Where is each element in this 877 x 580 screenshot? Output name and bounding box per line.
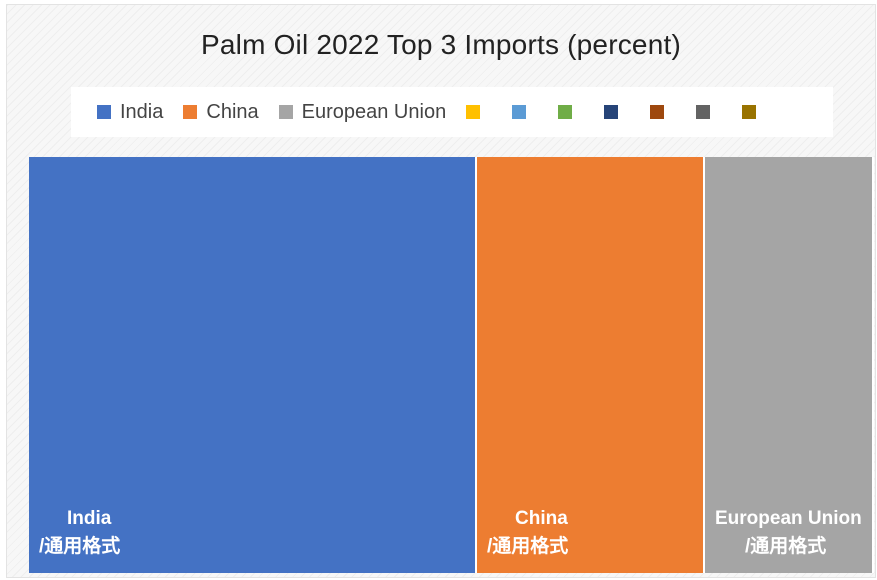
legend-item: India — [97, 101, 163, 124]
treemap-tile: European Union/通用格式 — [705, 157, 874, 573]
legend-item: European Union — [278, 100, 447, 124]
legend-swatch — [512, 105, 527, 119]
legend-swatch — [696, 105, 711, 119]
legend-label: India — [120, 100, 164, 123]
legend-swatch — [650, 105, 665, 119]
legend-swatch — [97, 105, 111, 119]
legend-item — [604, 105, 619, 119]
legend-item — [696, 105, 711, 119]
tile-value-label: /通用格式 — [745, 536, 827, 557]
legend-item — [558, 105, 573, 119]
legend-swatch — [604, 105, 619, 119]
chart-title: Palm Oil 2022 Top 3 Imports (percent) — [201, 29, 681, 60]
legend-swatch — [558, 105, 573, 119]
legend-swatch — [278, 105, 293, 119]
tile-category-label: China — [515, 508, 568, 529]
legend-swatch — [183, 105, 198, 119]
chart-legend: India China European Union — [71, 87, 833, 137]
legend-item: China — [183, 100, 259, 124]
treemap-tile: China/通用格式 — [477, 157, 705, 573]
tile-value-label: /通用格式 — [39, 536, 121, 557]
tile-data-label: India/通用格式 — [29, 505, 475, 561]
legend-item — [466, 105, 481, 119]
legend-label: European Union — [301, 100, 447, 123]
treemap-tiles: India/通用格式 China/通用格式 European Union/通用格式 — [7, 5, 875, 577]
tile-data-label: China/通用格式 — [477, 505, 703, 561]
legend-item — [742, 105, 757, 119]
tile-data-label: European Union/通用格式 — [705, 505, 872, 561]
legend-item — [512, 105, 527, 119]
tile-category-label: India — [67, 508, 112, 529]
tile-category-label: European Union — [715, 508, 862, 529]
legend-swatch — [466, 105, 481, 119]
treemap-tile: India/通用格式 — [29, 157, 477, 573]
legend-swatch — [742, 105, 757, 119]
treemap-chart: Palm Oil 2022 Top 3 Imports (percent) In… — [6, 4, 876, 578]
tile-value-label: /通用格式 — [487, 536, 569, 557]
legend-label: China — [206, 100, 259, 123]
legend-item — [650, 105, 665, 119]
